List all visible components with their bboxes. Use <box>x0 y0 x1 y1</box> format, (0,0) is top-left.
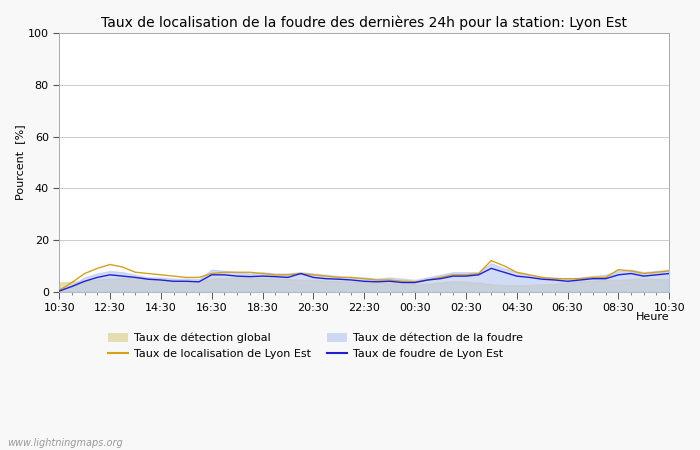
Title: Taux de localisation de la foudre des dernières 24h pour la station: Lyon Est: Taux de localisation de la foudre des de… <box>102 15 627 30</box>
Text: www.lightningmaps.org: www.lightningmaps.org <box>7 438 122 448</box>
Text: Heure: Heure <box>636 312 669 322</box>
Legend: Taux de détection global, Taux de localisation de Lyon Est, Taux de détection de: Taux de détection global, Taux de locali… <box>104 328 527 364</box>
Y-axis label: Pourcent  [%]: Pourcent [%] <box>15 125 25 200</box>
